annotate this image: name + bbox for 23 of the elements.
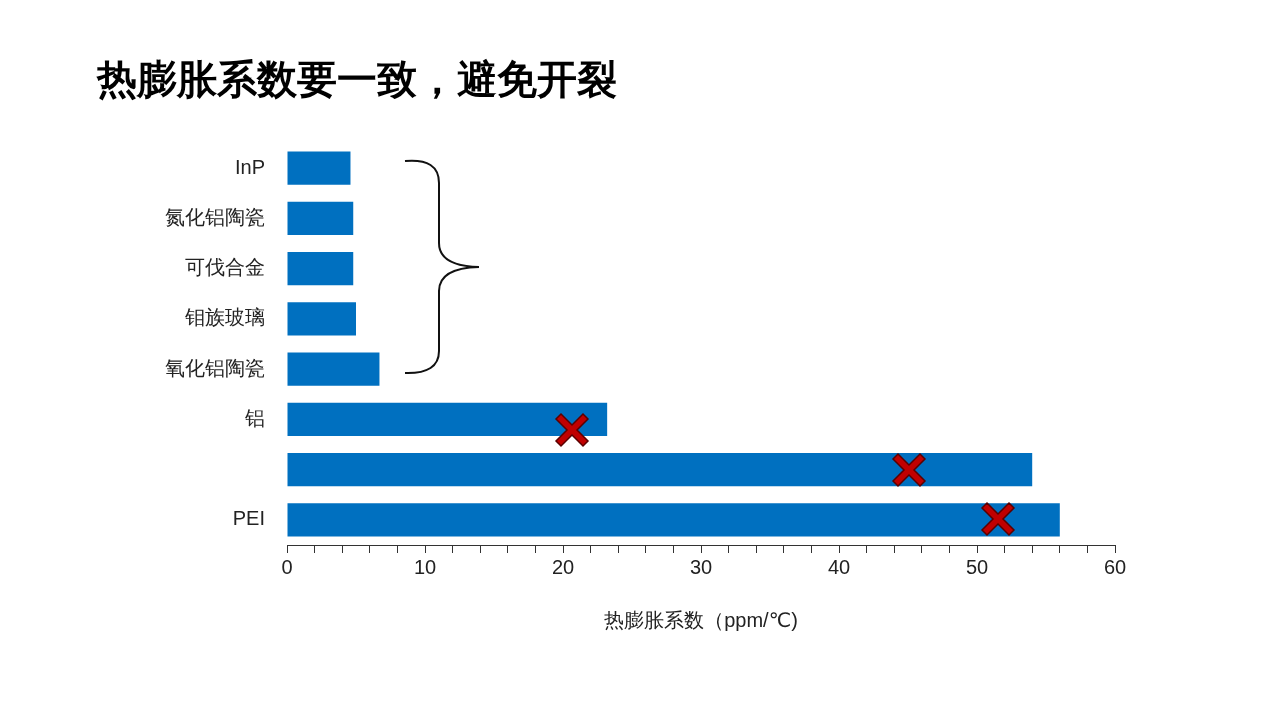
x-tick-label: 10	[413, 555, 437, 578]
x-tick-label: 50	[965, 555, 989, 578]
y-tick-label: 可伐合金	[185, 256, 265, 279]
y-tick-label: 钼族玻璃	[184, 306, 265, 329]
x-tick-label: 0	[281, 555, 293, 578]
x-tick-label: 60	[1103, 555, 1127, 578]
bar	[287, 252, 354, 286]
y-tick-label: 氮化铝陶瓷	[165, 205, 265, 228]
y-tick-label: InP	[234, 155, 265, 178]
x-axis-title: 热膨胀系数（ppm/℃)	[604, 608, 798, 631]
x-tick-label: 40	[827, 555, 851, 578]
bar	[287, 302, 356, 336]
bar	[287, 453, 1033, 487]
x-tick-label: 30	[689, 555, 713, 578]
bar	[287, 151, 351, 185]
y-tick-label: PEI	[232, 507, 265, 530]
bar	[287, 352, 380, 386]
y-tick-label: 铝	[244, 406, 265, 429]
y-tick-label: 氧化铝陶瓷	[165, 356, 265, 379]
bar	[287, 201, 354, 235]
chart-title: 热膨胀系数要一致，避免开裂	[97, 56, 617, 103]
bar	[287, 503, 1060, 537]
x-tick-label: 20	[551, 555, 575, 578]
